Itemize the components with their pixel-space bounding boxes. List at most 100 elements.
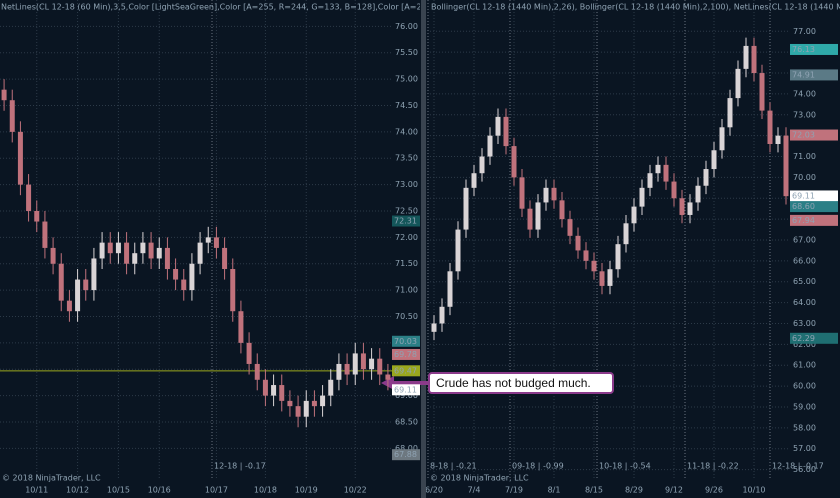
y-tick-label: 59.00 [793, 402, 816, 411]
chart-title: Bollinger(CL 12-18 (1440 Min),2,26), Bol… [431, 3, 840, 12]
x-tick-label: 9/26 [705, 486, 723, 495]
y-tick-label: 58.00 [793, 423, 816, 432]
candle-body [487, 135, 493, 157]
price-marker [790, 214, 838, 226]
candle-body [107, 242, 113, 254]
candle-body [328, 379, 334, 396]
candle-body [463, 187, 469, 230]
x-tick-label: 8/15 [585, 486, 603, 495]
candle-body [360, 353, 366, 370]
y-tick-label: 56.00 [793, 465, 816, 474]
x-tick-label: 7/19 [505, 486, 523, 495]
candle-body [213, 237, 219, 248]
x-tick-label: 6/20 [425, 486, 443, 495]
candle-body [775, 135, 781, 144]
x-tick-label: 10/17 [205, 486, 228, 495]
y-tick-label: 63.00 [793, 319, 816, 328]
price-marker [790, 129, 838, 141]
candle-body [336, 363, 342, 380]
y-tick-label: 67.00 [793, 236, 816, 245]
candle-body [495, 116, 501, 136]
candle-body [50, 247, 56, 264]
price-marker-label: 74.91 [792, 70, 815, 79]
price-marker [790, 190, 838, 202]
price-marker [790, 201, 838, 213]
candle-body [631, 206, 637, 224]
y-tick-label: 69.00 [395, 391, 418, 400]
y-tick-label: 68.50 [395, 417, 418, 426]
candle-body [599, 271, 605, 286]
candle-body [254, 363, 260, 380]
candle-body [75, 279, 81, 312]
y-tick-label: 74.00 [793, 89, 816, 98]
candle-body [91, 258, 97, 291]
candle-body [42, 221, 48, 248]
y-tick-label: 66.00 [793, 256, 816, 265]
y-tick-label: 70.50 [395, 312, 418, 321]
y-tick-label: 73.00 [793, 110, 816, 119]
y-tick-label: 71.00 [395, 286, 418, 295]
candle-body [262, 379, 268, 396]
candle-body [679, 198, 685, 215]
candle-body [124, 242, 130, 264]
price-marker [392, 215, 420, 227]
candle-body [320, 395, 326, 407]
y-tick-label: 70.00 [793, 173, 816, 182]
candle-body [9, 100, 15, 132]
x-tick-label: 8/29 [625, 486, 643, 495]
candle-body [503, 116, 509, 147]
y-tick-label: 74.50 [395, 101, 418, 110]
candle-body [607, 269, 613, 286]
candle-body [222, 247, 228, 270]
candle-body [295, 406, 301, 417]
y-tick-label: 64.00 [793, 298, 816, 307]
price-marker-label: 62.29 [792, 334, 815, 343]
contract-label: 10-18 | -0.54 [599, 462, 651, 471]
price-marker-label: 69.11 [394, 385, 417, 394]
y-tick-label: 73.00 [395, 180, 418, 189]
candle-body [115, 242, 121, 254]
copyright: © 2018 NinjaTrader, LLC [430, 474, 529, 483]
candle-body [583, 250, 589, 261]
price-marker [392, 348, 420, 360]
candle-body [189, 263, 195, 291]
x-tick-label: 10/18 [254, 486, 277, 495]
candle-body [543, 187, 549, 203]
price-marker [392, 335, 420, 347]
candle-body [647, 173, 653, 188]
y-tick-label: 77.00 [793, 27, 816, 36]
price-marker [790, 69, 838, 81]
candle-body [99, 242, 105, 259]
price-marker [392, 449, 420, 461]
candle-body [695, 185, 701, 203]
candle-body [385, 374, 391, 380]
candle-body [34, 210, 40, 222]
candle-body [271, 385, 277, 396]
price-marker-label: 72.31 [394, 217, 417, 226]
candle-body [156, 247, 162, 259]
candle-body [767, 110, 773, 144]
candle-body [623, 223, 629, 245]
candle-body [311, 400, 317, 407]
y-tick-label: 60.00 [793, 382, 816, 391]
panel: 77.0076.0075.0074.0073.0072.0071.0070.00… [425, 0, 840, 495]
candle-body [671, 181, 677, 199]
candle-body [535, 202, 541, 230]
candle-body [655, 164, 661, 174]
candle-body [66, 300, 72, 312]
panel-divider [421, 0, 426, 498]
candle-body [164, 247, 170, 270]
candle-body [751, 45, 757, 74]
x-tick-label: 8/1 [548, 486, 561, 495]
candle-body [639, 187, 645, 207]
candle-body [197, 242, 203, 264]
candle-body [58, 263, 64, 301]
price-marker [392, 365, 420, 377]
candle-body [377, 358, 383, 375]
candle-body [26, 184, 32, 211]
price-marker [392, 384, 420, 396]
y-tick-label: 75.00 [395, 75, 418, 84]
price-marker-label: 69.47 [394, 366, 417, 375]
price-marker-label: 76.13 [792, 45, 815, 54]
